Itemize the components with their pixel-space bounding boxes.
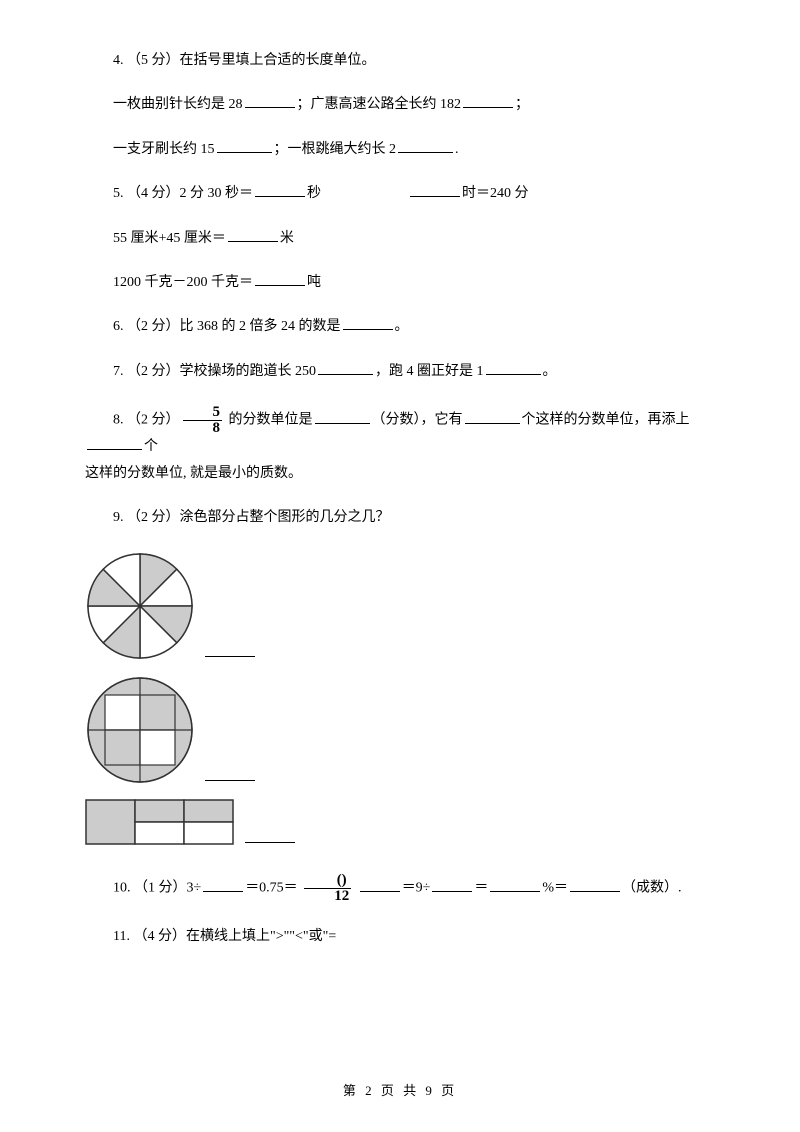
- q10: 10. （1 分）3÷ ＝0.75＝ ()12 ＝9÷ ＝ %＝ （成数）.: [85, 873, 715, 904]
- q5-stem: 5. （4 分）2 分 30 秒＝ 秒 时＝240 分: [85, 183, 715, 205]
- blank[interactable]: [410, 183, 460, 197]
- figure-circle-1: [85, 551, 715, 661]
- text: （分数），它有: [372, 413, 463, 428]
- fraction-blank-12: ()12: [304, 873, 351, 904]
- text: 8. （2 分）: [113, 413, 180, 428]
- blank[interactable]: [360, 878, 400, 892]
- text: ＝: [474, 881, 488, 896]
- text: （成数）.: [622, 881, 682, 896]
- blank[interactable]: [217, 139, 272, 153]
- text: 米: [280, 231, 294, 246]
- text: ，跑 4 圈正好是 1: [375, 364, 484, 379]
- text: ；广惠高速公路全长约 182: [297, 97, 462, 112]
- blank[interactable]: [463, 94, 513, 108]
- q6: 6. （2 分）比 368 的 2 倍多 24 的数是 。: [85, 316, 715, 338]
- text: 。: [395, 319, 409, 334]
- fraction-5-8: 58: [183, 405, 223, 436]
- blank[interactable]: [315, 410, 370, 424]
- text: .: [455, 142, 459, 157]
- numerator: 5: [183, 405, 223, 421]
- text: ＝0.75＝: [245, 881, 301, 896]
- denominator: 12: [304, 889, 351, 904]
- text: ＝9÷: [402, 881, 431, 896]
- text: 吨: [307, 275, 321, 290]
- blank[interactable]: [228, 228, 278, 242]
- text: 一支牙刷长约 15: [113, 142, 215, 157]
- q4-line2: 一支牙刷长约 15 ；一根跳绳大约长 2.: [85, 139, 715, 161]
- circle-8-parts-icon: [85, 551, 195, 661]
- text: 一枚曲别针长约是 28: [113, 97, 243, 112]
- text: 个这样的分数单位，再添上: [522, 413, 690, 428]
- text: 5. （4 分）2 分 30 秒＝: [113, 186, 253, 201]
- page-footer: 第 2 页 共 9 页: [0, 1081, 800, 1102]
- blank[interactable]: [245, 829, 295, 843]
- q11: 11. （4 分）在横线上填上">""<"或"=: [85, 926, 715, 948]
- text: 的分数单位是: [225, 413, 313, 428]
- denominator: 8: [183, 421, 223, 436]
- blank[interactable]: [318, 361, 373, 375]
- blank[interactable]: [465, 410, 520, 424]
- blank[interactable]: [398, 139, 453, 153]
- rect-parts-icon: [85, 799, 235, 845]
- blank[interactable]: [205, 643, 255, 657]
- blank[interactable]: [203, 878, 243, 892]
- numerator: (): [304, 873, 351, 889]
- text: 11. （4 分）在横线上填上">""<"或"=: [113, 929, 336, 944]
- q4-stem: 4. （5 分）在括号里填上合适的长度单位。: [85, 50, 715, 72]
- text: [354, 881, 358, 896]
- circle-grid-icon: [85, 675, 195, 785]
- q7: 7. （2 分）学校操场的跑道长 250 ，跑 4 圈正好是 1 。: [85, 361, 715, 383]
- blank[interactable]: [87, 436, 142, 450]
- blank[interactable]: [205, 767, 255, 781]
- text: 7. （2 分）学校操场的跑道长 250: [113, 364, 316, 379]
- blank[interactable]: [490, 878, 540, 892]
- q8-cont: 这样的分数单位, 就是最小的质数。: [85, 463, 715, 485]
- q4-line1: 一枚曲别针长约是 28 ；广惠高速公路全长约 182 ；: [85, 94, 715, 116]
- q5-line3: 1200 千克－200 千克＝ 吨: [85, 272, 715, 294]
- q5-line2: 55 厘米+45 厘米＝ 米: [85, 228, 715, 250]
- figure-rect: [85, 799, 715, 845]
- text: ；: [515, 97, 529, 112]
- blank[interactable]: [486, 361, 541, 375]
- text: 10. （1 分）3÷: [113, 881, 201, 896]
- blank[interactable]: [245, 94, 295, 108]
- text: ；一根跳绳大约长 2: [274, 142, 397, 157]
- text: 1200 千克－200 千克＝: [113, 275, 253, 290]
- blank[interactable]: [570, 878, 620, 892]
- blank[interactable]: [343, 316, 393, 330]
- text: 秒: [307, 186, 321, 201]
- blank[interactable]: [255, 183, 305, 197]
- figure-circle-2: [85, 675, 715, 785]
- blank[interactable]: [432, 878, 472, 892]
- q8: 8. （2 分）58 的分数单位是 （分数），它有 个这样的分数单位，再添上个: [85, 405, 715, 458]
- text: 6. （2 分）比 368 的 2 倍多 24 的数是: [113, 319, 341, 334]
- text: 。: [543, 364, 557, 379]
- q9-stem: 9. （2 分）涂色部分占整个图形的几分之几？: [85, 507, 715, 529]
- text: %＝: [542, 881, 568, 896]
- text: 55 厘米+45 厘米＝: [113, 231, 226, 246]
- text: 个: [144, 439, 158, 454]
- text: 时＝240 分: [462, 186, 529, 201]
- blank[interactable]: [255, 272, 305, 286]
